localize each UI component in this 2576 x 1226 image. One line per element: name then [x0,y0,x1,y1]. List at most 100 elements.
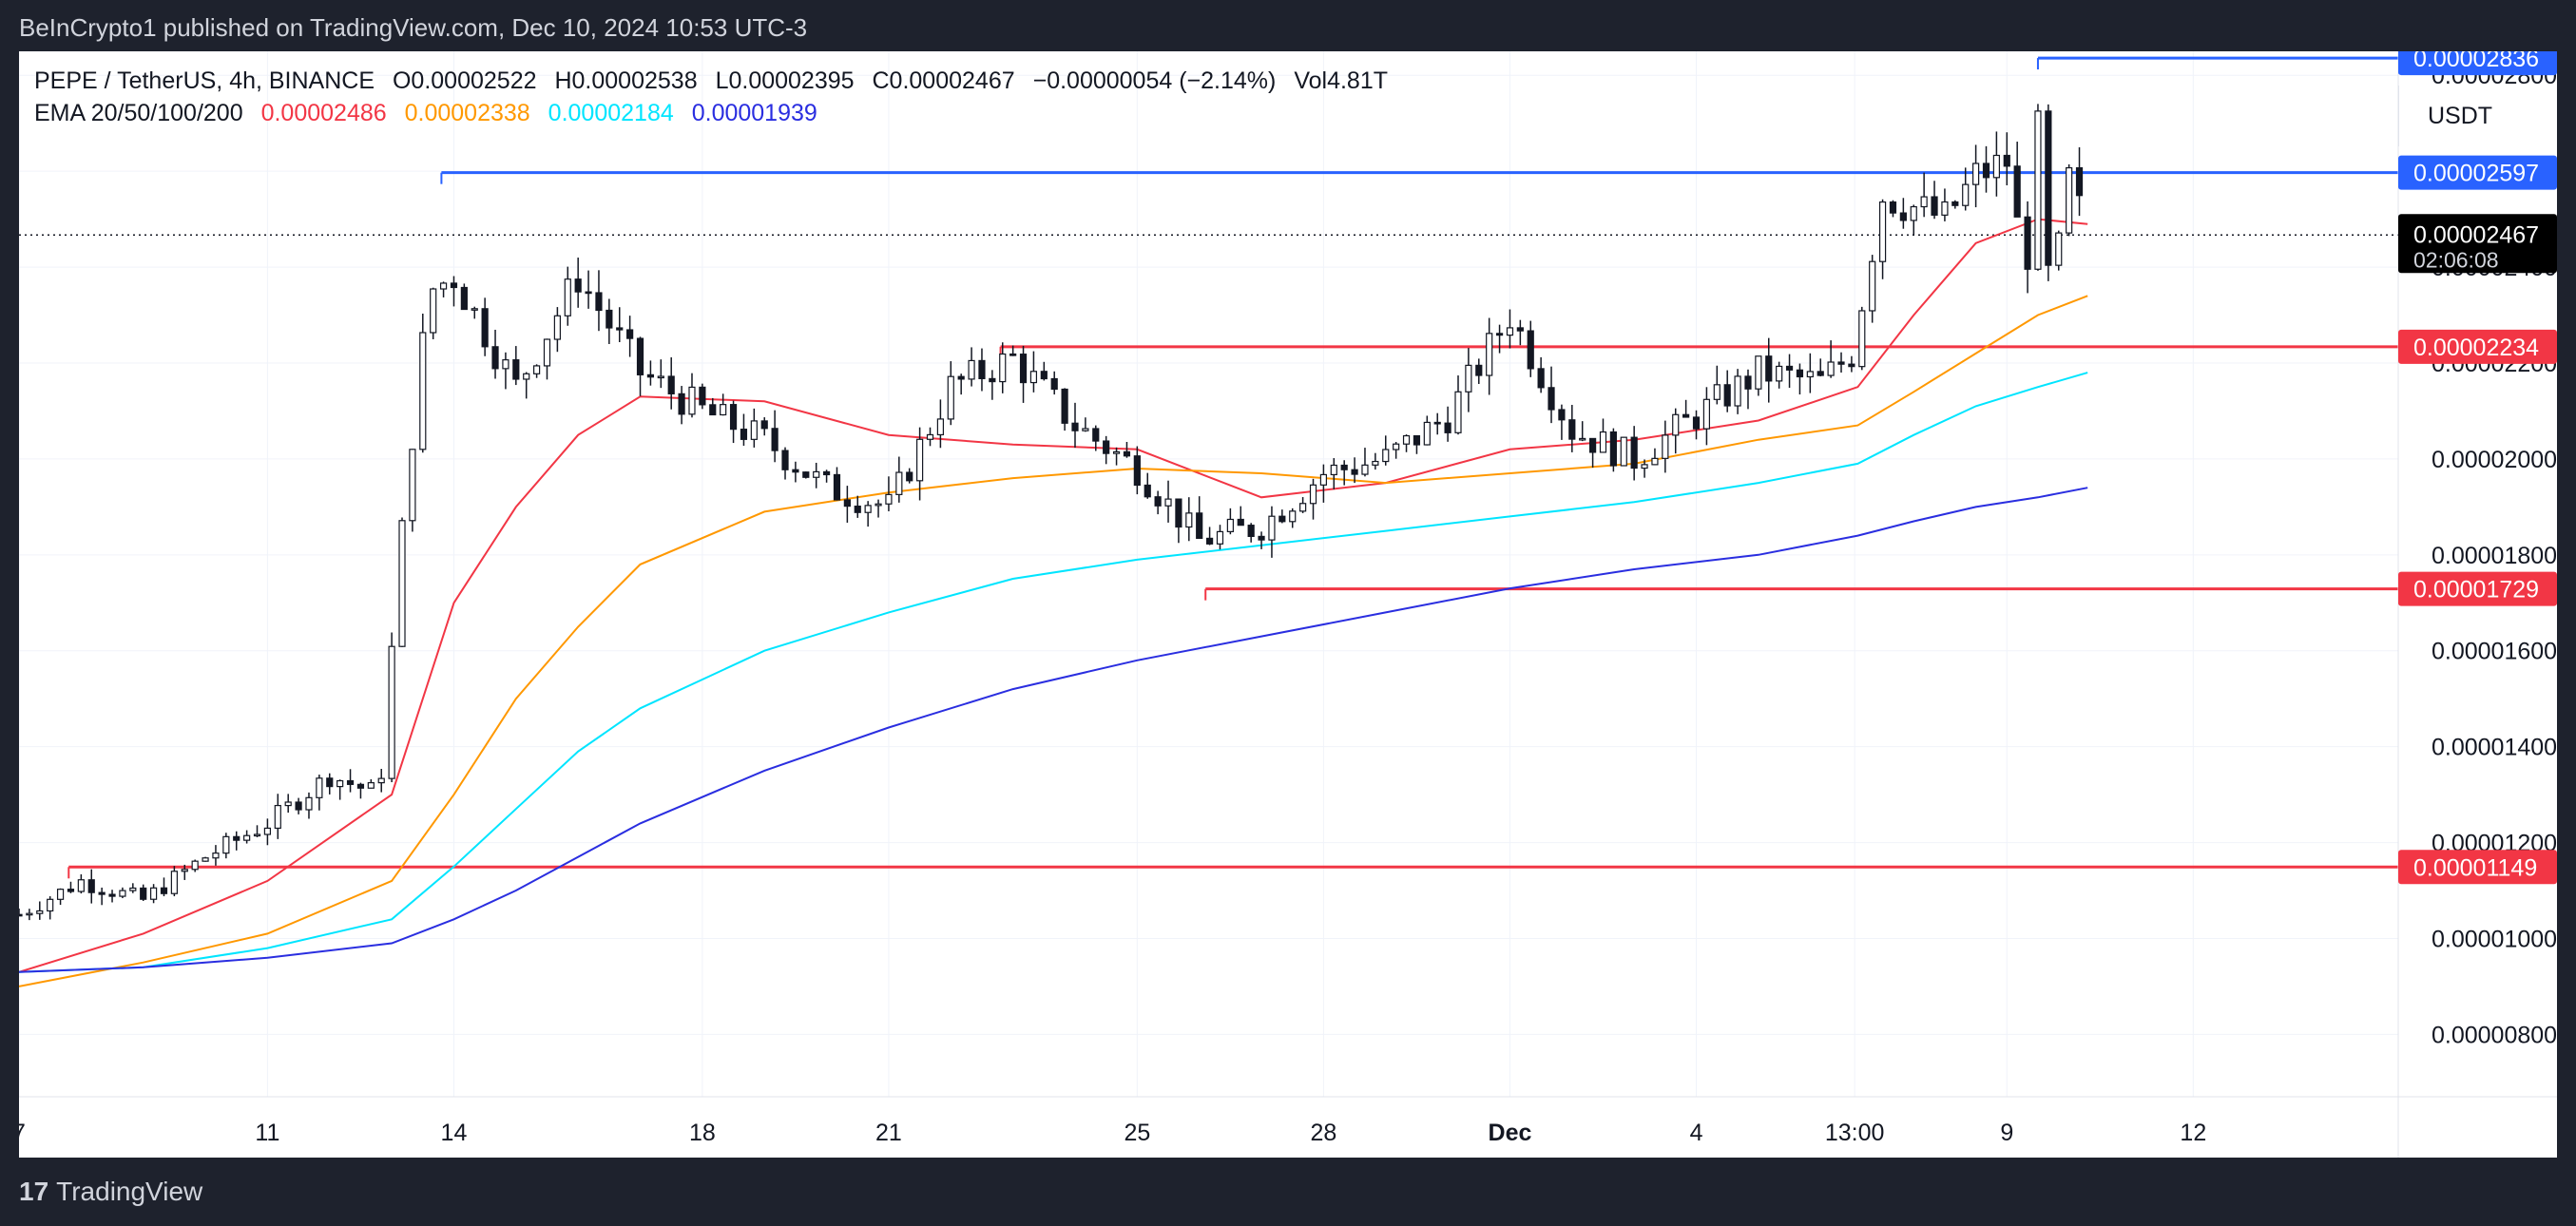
candle-up [263,827,272,835]
candle-up [36,910,44,914]
high-value: H0.00002538 [554,67,698,94]
candle-up [1309,484,1317,505]
candle-up [999,353,1007,383]
candle-down [1071,422,1079,431]
candle-up [1734,375,1741,407]
candle-down [989,377,996,383]
symbol-info[interactable]: PEPE / TetherUS, 4h, BINANCE [34,67,375,94]
candle-down [709,404,717,416]
candle-down [1050,377,1058,391]
candle-down [233,835,240,841]
chart-grid [19,51,2398,1097]
tradingview-logo[interactable]: 17 TradingView [19,1177,202,1207]
candle-up [968,359,975,380]
candle-down [1682,413,1690,418]
x-tick-label: 7 [19,1120,26,1146]
candle-up [1641,464,1648,469]
candle-up [1423,421,1431,446]
candle-down [1258,535,1265,541]
candle-down [595,292,603,312]
candle-down [1340,464,1348,470]
candle-up [419,332,427,450]
last-price-text: 0.00002467 [2413,221,2539,248]
candle-down [140,887,147,900]
candle-up [1672,413,1680,436]
candle-up [1319,473,1328,486]
level-label-box [2398,329,2557,364]
candle-down [450,282,458,289]
ema-row: EMA 20/50/100/200 0.00002486 0.00002338 … [34,97,1399,129]
candle-up [398,520,406,647]
candle-up [47,898,54,912]
candle-down [160,887,168,894]
candle-down [1744,375,1752,390]
candle-up [1992,154,2000,179]
candle-down [740,429,748,440]
y-tick-label: 0.00001600 [2432,639,2557,665]
candle-down [108,893,116,897]
currency-selector[interactable]: USDT [2398,86,2557,146]
candle-down [1558,409,1566,421]
candle-up [1806,371,1814,378]
candle-up [916,438,924,482]
candle-up [149,887,158,900]
candle-up [1454,391,1462,433]
candle-down [1817,371,1824,376]
candle-up [1506,327,1514,336]
candle-up [1620,436,1627,467]
candle-down [1175,498,1182,528]
candle-up [305,796,313,811]
level-label-text: 0.00001149 [2413,854,2537,881]
candle-down [678,393,685,415]
candle-down [1154,496,1162,507]
candle-up [388,645,395,779]
x-tick-label: 18 [689,1120,716,1146]
candle-down [1765,355,1773,382]
candle-up [1402,434,1411,445]
candle-down [729,404,738,431]
candle-down [1040,371,1048,380]
candle-up [212,852,220,859]
candle-down [2024,216,2031,270]
candle-up [1082,428,1089,431]
candle-up [170,871,178,894]
candle-up [409,449,416,522]
candle-up [336,779,344,788]
candle-up [2066,166,2073,234]
candle-up [1941,201,1949,216]
candle-up [1226,518,1234,532]
x-tick-label: 28 [1310,1120,1336,1146]
candle-up [191,860,199,871]
chart-panel[interactable]: 0.000028000.000026000.000024000.00002200… [19,51,2557,1158]
x-tick-label: 12 [2180,1120,2206,1146]
candle-up [523,373,530,380]
candle-down [616,327,624,331]
candle-up [181,869,188,872]
candle-down [1548,387,1555,411]
ema-50-value: 0.00002338 [404,100,530,126]
candle-down [1061,388,1068,424]
candle-up [553,315,561,340]
ema-label[interactable]: EMA 20/50/100/200 [34,100,243,126]
price-labels: 0.00002836 0.00002597 0.00002234 0.00001729… [2398,51,2557,885]
candle-down [699,386,706,406]
candle-down [491,346,499,370]
candle-down [1413,434,1421,446]
candle-down [1144,484,1151,498]
low-value: L0.00002395 [715,67,855,94]
candle-down [1103,440,1110,454]
price-chart[interactable]: 0.000028000.000026000.000024000.00002200… [19,51,2557,1158]
candle-up [813,470,820,478]
candle-up [1299,503,1307,512]
candle-up [1702,398,1711,430]
level-label-text: 0.00002836 [2413,51,2539,72]
y-tick-label: 0.00001400 [2432,735,2557,761]
candle-down [2013,165,2021,218]
candle-up [1869,260,1876,312]
candle-down [854,505,861,513]
candle-up [439,282,448,290]
published-info: BeInCrypto1 published on TradingView.com… [19,13,808,42]
candle-up [1268,515,1276,541]
candle-down [1899,212,1907,221]
candle-down [626,329,634,339]
